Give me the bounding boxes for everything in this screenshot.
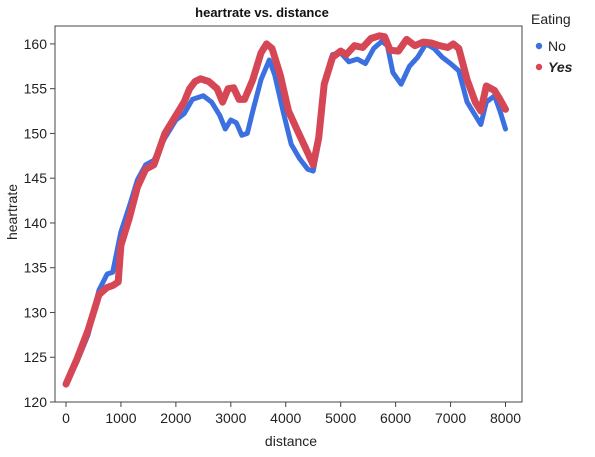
- x-tick-label: 8000: [490, 410, 521, 426]
- legend-title: Eating: [531, 11, 571, 27]
- x-tick-label: 1000: [105, 410, 136, 426]
- y-tick-label: 160: [24, 36, 48, 52]
- legend-label-yes: Yes: [548, 59, 573, 75]
- y-axis-title: heartrate: [4, 184, 20, 240]
- y-tick-label: 120: [24, 394, 48, 410]
- y-tick-label: 140: [24, 215, 48, 231]
- x-tick-label: 3000: [215, 410, 246, 426]
- series-lines: [62, 32, 509, 388]
- legend-label-no: No: [548, 38, 566, 54]
- x-tick-label: 6000: [380, 410, 411, 426]
- series-line-yes: [62, 32, 509, 388]
- x-tick-label: 4000: [270, 410, 301, 426]
- y-tick-label: 130: [24, 304, 48, 320]
- x-tick-label: 2000: [160, 410, 191, 426]
- y-tick-label: 155: [24, 81, 48, 97]
- legend-items: No Yes: [535, 38, 573, 75]
- chart-title: heartrate vs. distance: [195, 5, 329, 20]
- x-tick-label: 5000: [325, 410, 356, 426]
- y-axis-ticks: 120 125 130 135 140 145 150 155 160: [24, 36, 55, 410]
- x-axis-ticks: 0 1000 2000 3000 4000 5000 6000 7000 8000: [62, 402, 521, 426]
- legend-marker-yes: [535, 63, 543, 71]
- y-tick-label: 125: [24, 349, 48, 365]
- y-tick-label: 145: [24, 170, 48, 186]
- legend: Eating No Yes: [531, 11, 573, 75]
- legend-marker-no: [535, 42, 543, 50]
- x-tick-label: 0: [62, 410, 70, 426]
- y-tick-label: 135: [24, 260, 48, 276]
- x-tick-label: 7000: [435, 410, 466, 426]
- y-tick-label: 150: [24, 125, 48, 141]
- x-axis-title: distance: [265, 433, 317, 449]
- series-line-no: [63, 38, 508, 387]
